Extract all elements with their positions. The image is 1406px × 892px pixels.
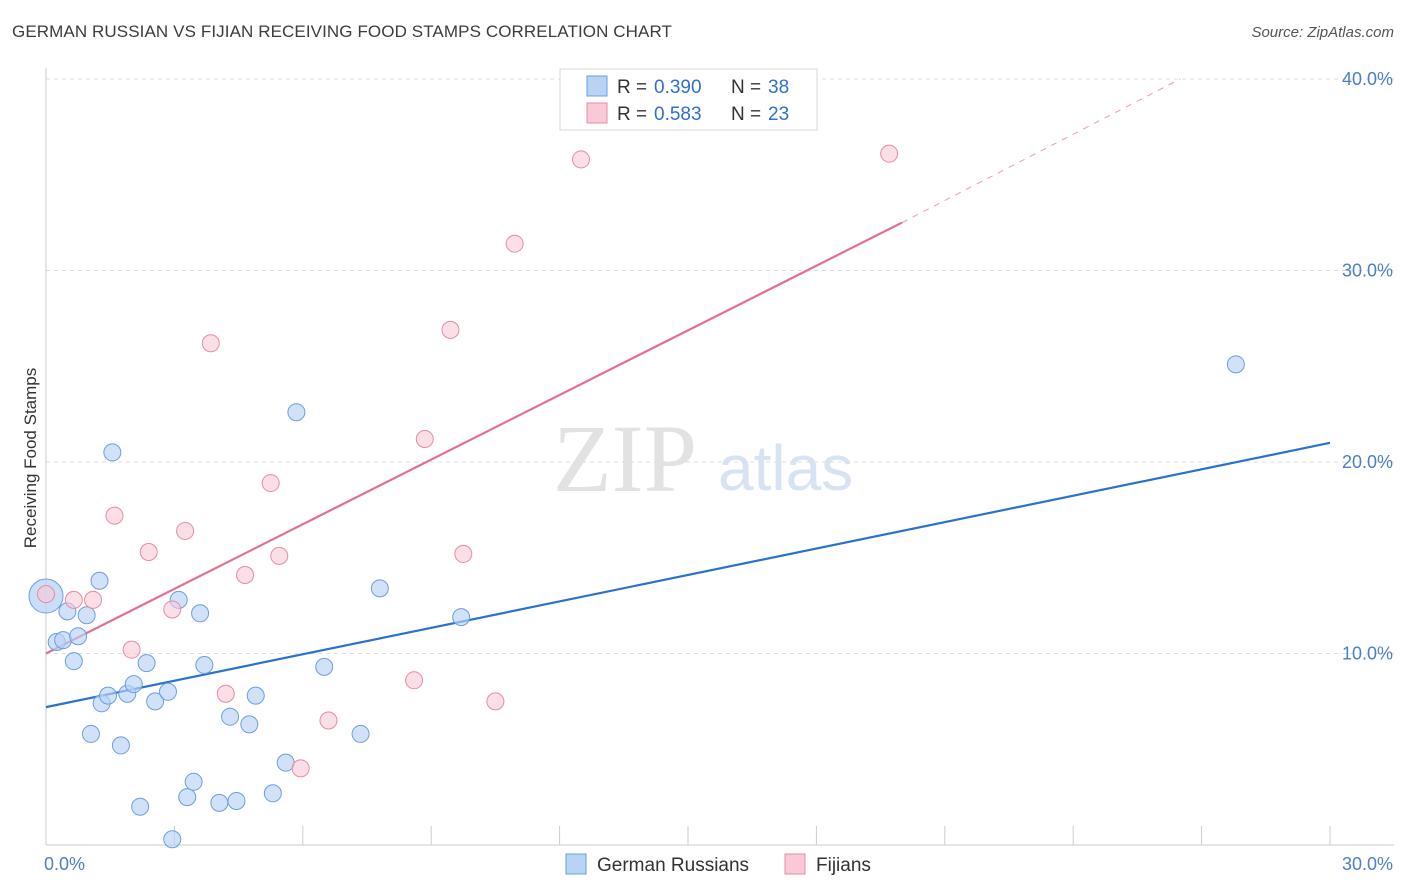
point-fijians-0 [37,585,55,604]
y-tick-label-1: 20.0% [1342,452,1393,472]
point-german-russians-2 [54,631,73,650]
point-german-russians-19 [163,830,182,849]
point-german-russians-18 [158,682,177,701]
point-fijians-17 [441,320,460,339]
point-german-russians-21 [178,788,197,807]
point-german-russians-29 [246,686,265,705]
y-tick-label-2: 30.0% [1342,261,1393,281]
point-fijians-8 [201,334,220,353]
trend-line-fijians-extension [901,78,1181,224]
point-fijians-12 [270,546,289,565]
legend-r-label-2: R = [617,104,647,125]
point-fijians-6 [163,600,182,619]
point-german-russians-6 [77,606,96,625]
trend-line-german-russians [45,441,1331,709]
point-fijians-15 [405,671,424,690]
point-german-russians-28 [240,715,259,734]
point-german-russians-34 [351,724,370,743]
point-german-russians-25 [210,793,229,812]
point-fijians-18 [454,544,473,563]
legend-n-label-2: N = [731,104,761,125]
chart-source: Source: ZipAtlas.com [1251,24,1394,41]
point-german-russians-24 [195,655,214,674]
point-fijians-3 [105,506,124,525]
point-german-russians-32 [287,403,306,422]
point-fijians-19 [486,692,505,711]
point-fijians-4 [122,640,141,659]
point-fijians-7 [176,521,195,540]
point-german-russians-8 [90,571,109,590]
legend-n-label-1: N = [731,77,761,98]
point-german-russians-22 [184,772,203,791]
point-german-russians-37 [1226,355,1245,374]
legend-bottom-label-german-russians: German Russians [597,855,749,876]
trend-line-fijians [45,221,903,655]
point-fijians-16 [415,430,434,449]
point-german-russians-27 [227,791,246,810]
point-fijians-20 [505,234,524,253]
chart-title: GERMAN RUSSIAN VS FIJIAN RECEIVING FOOD … [12,22,673,41]
watermark-atlas: atlas [718,432,853,504]
legend-n-value-2: 23 [768,104,789,125]
legend-swatch-blue [586,75,608,97]
y-tick-label-0: 10.0% [1342,644,1393,664]
point-fijians-9 [216,684,235,703]
point-fijians-2 [84,590,103,609]
x-tick-label-0: 0.0% [44,854,85,874]
y-tick-label-3: 40.0% [1342,69,1393,89]
trend-lines [45,78,1331,709]
point-fijians-21 [572,150,590,169]
point-german-russians-33 [315,657,334,676]
legend-top: R = 0.390 N = 38 R = 0.583 N = 23 [559,68,818,131]
legend-r-value-1: 0.390 [654,77,702,98]
axes [45,68,1394,846]
legend-r-value-2: 0.583 [654,104,702,125]
point-german-russians-16 [137,654,156,673]
legend-bottom-swatch-pink [784,853,806,875]
point-fijians-10 [236,565,255,584]
point-german-russians-36 [452,608,471,627]
legend-r-label-1: R = [617,77,647,98]
legend-n-value-1: 38 [768,77,789,98]
point-german-russians-23 [191,604,210,623]
point-german-russians-35 [370,579,389,598]
point-german-russians-10 [99,686,118,705]
tick-labels: 10.0% 20.0% 30.0% 40.0% 0.0% 30.0% [44,69,1393,874]
point-german-russians-11 [103,443,122,462]
point-german-russians-5 [69,627,88,646]
legend-bottom-swatch-blue [565,853,587,875]
point-fijians-1 [64,590,83,609]
data-points [28,144,1245,849]
point-fijians-14 [319,711,338,730]
point-fijians-13 [291,759,310,778]
watermark-zip: ZIP [553,405,697,512]
legend-bottom: German Russians Fijians [565,853,871,876]
point-german-russians-4 [64,652,83,671]
point-german-russians-15 [131,797,150,816]
x-tick-label-1: 30.0% [1342,854,1393,874]
point-german-russians-14 [124,675,143,694]
point-german-russians-26 [221,707,240,726]
point-german-russians-30 [263,784,282,803]
point-german-russians-17 [146,692,165,711]
point-german-russians-12 [111,736,130,755]
point-fijians-22 [880,144,899,163]
point-fijians-5 [139,543,158,562]
point-german-russians-7 [81,724,100,743]
legend-swatch-pink [586,102,608,124]
point-fijians-11 [261,474,280,493]
y-axis-label: Receiving Food Stamps [21,368,40,548]
legend-bottom-label-fijians: Fijians [816,855,871,876]
point-german-russians-31 [276,753,295,772]
